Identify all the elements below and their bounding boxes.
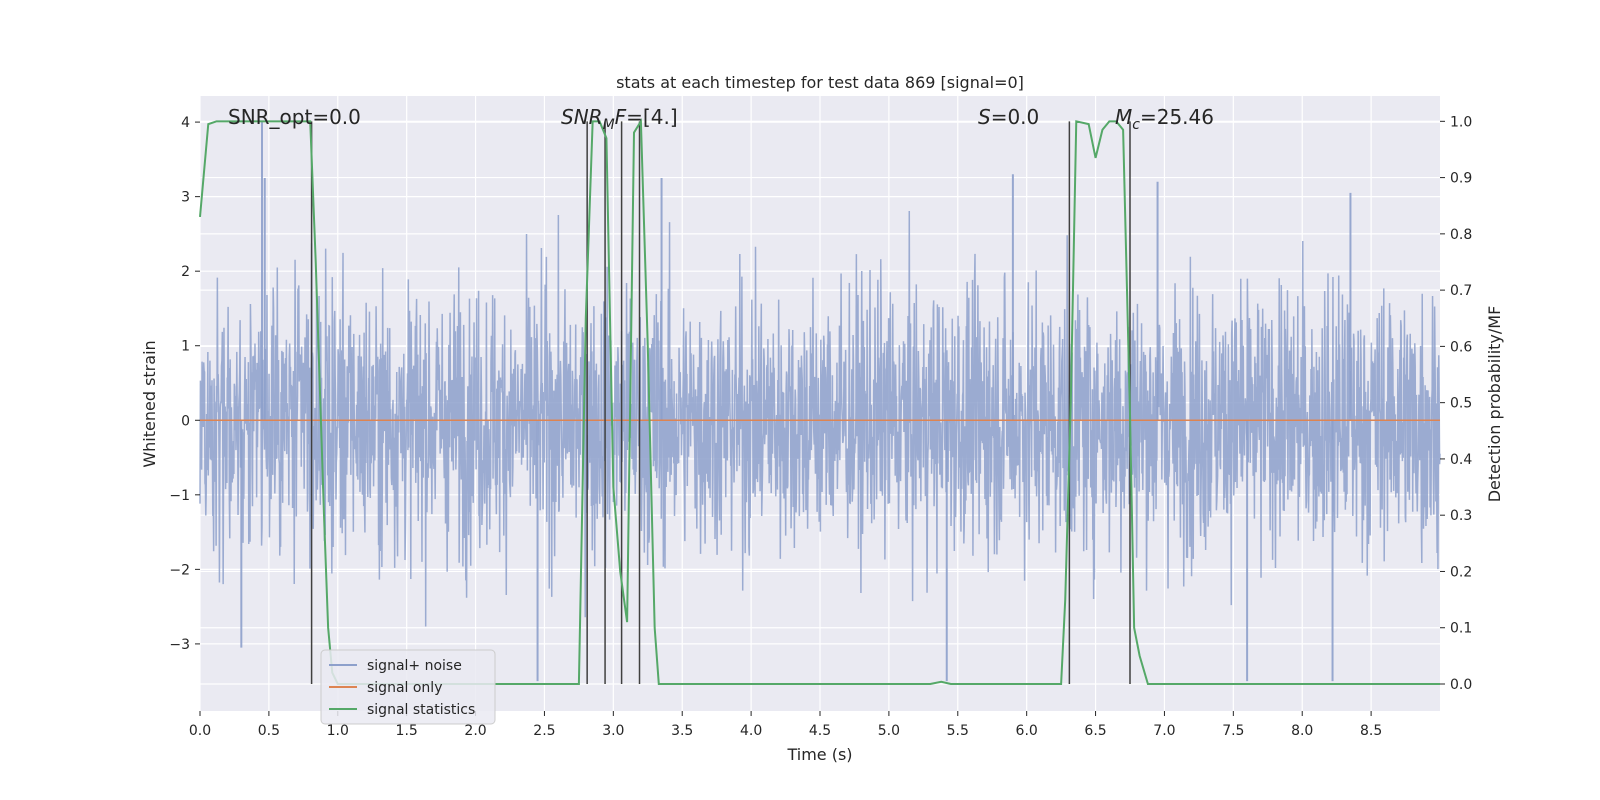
- y-axis-label-left: Whitened strain: [140, 340, 159, 467]
- x-tick-label: 8.0: [1291, 723, 1313, 739]
- y-tick-label-right: 0.1: [1450, 621, 1472, 637]
- x-axis: 0.0 0.5 1.0 1.5 2.0 2.5 3.0 3.5 4.0 4.5 5.0 5.5 6.0 6…: [189, 711, 1382, 739]
- annotation: SNR_opt=0.0: [228, 105, 361, 129]
- annotation-part: c: [1132, 117, 1140, 133]
- annotation-part: M: [1115, 105, 1132, 129]
- annotation-part: =25.46: [1140, 105, 1214, 129]
- x-tick-label: 4.5: [809, 723, 831, 739]
- y-tick-label-right: 0.2: [1450, 564, 1472, 580]
- annotation: SNRMF=[4.]: [561, 105, 678, 133]
- annotations: SNR_opt=0.0 SNRMF=[4.] S=0.0 Mc=25.46: [228, 105, 1214, 133]
- x-tick-label: 4.0: [740, 723, 762, 739]
- y-tick-label-left: −3: [169, 637, 190, 653]
- x-tick-label: 3.5: [671, 723, 693, 739]
- x-tick-label: 3.0: [602, 723, 624, 739]
- annotation-part: S: [978, 105, 991, 129]
- y-tick-label-left: 2: [181, 264, 190, 280]
- x-tick-label: 8.5: [1360, 723, 1382, 739]
- chart-title: stats at each timestep for test data 869…: [616, 73, 1024, 92]
- y-tick-label-right: 0.9: [1450, 171, 1472, 187]
- legend-label: signal+ noise: [367, 658, 462, 674]
- annotation: Mc=25.46: [1115, 105, 1214, 133]
- y-tick-label-right: 0.4: [1450, 452, 1472, 468]
- x-tick-label: 6.5: [1084, 723, 1106, 739]
- x-tick-label: 6.0: [1016, 723, 1038, 739]
- y-tick-label-right: 0.8: [1450, 227, 1472, 243]
- y-tick-label-left: 3: [181, 190, 190, 206]
- annotation-part: F: [615, 105, 627, 129]
- annotation-part: =0.0: [991, 105, 1040, 129]
- x-tick-label: 7.0: [1153, 723, 1175, 739]
- y-tick-label-right: 0.3: [1450, 508, 1472, 524]
- legend-label: signal only: [367, 680, 442, 696]
- x-tick-label: 5.5: [947, 723, 969, 739]
- y-tick-label-right: 0.0: [1450, 677, 1472, 693]
- annotation-part: SNR_opt=0.0: [228, 105, 361, 129]
- x-tick-label: 2.0: [464, 723, 486, 739]
- x-tick-label: 0.5: [258, 723, 280, 739]
- vertical-markers: [310, 121, 1131, 684]
- y-axis-label-right: Detection probability/MF: [1485, 306, 1504, 503]
- x-tick-label: 7.5: [1222, 723, 1244, 739]
- x-tick-label: 5.0: [878, 723, 900, 739]
- y-tick-label-left: −2: [169, 562, 190, 578]
- y-tick-label-right: 0.6: [1450, 339, 1472, 355]
- legend-box: [320, 649, 496, 725]
- y-tick-label-right: 0.7: [1450, 283, 1472, 299]
- x-axis-label: Time (s): [786, 745, 852, 764]
- annotation: S=0.0: [978, 105, 1039, 129]
- y-tick-label-left: 0: [181, 413, 190, 429]
- annotation-part: SNR: [561, 105, 603, 129]
- signal-noise-series: [199, 122, 1441, 682]
- y-tick-label-left: 4: [181, 115, 190, 131]
- x-tick-label: 1.0: [327, 723, 349, 739]
- annotation-part: =[4.]: [626, 105, 677, 129]
- y-tick-label-left: 1: [181, 339, 190, 355]
- y-tick-label-right: 0.5: [1450, 396, 1472, 412]
- left-y-axis: 4 3 2 1 0 −1 −2 −3: [169, 115, 200, 653]
- legend: signal+ noise signal only signal statistic…: [320, 649, 496, 725]
- y-tick-label-right: 1.0: [1450, 114, 1472, 130]
- annotation-part: M: [603, 117, 615, 133]
- x-tick-label: 2.5: [533, 723, 555, 739]
- legend-label: signal statistics: [367, 702, 475, 718]
- right-y-axis: 1.0 0.9 0.8 0.7 0.6 0.5 0.4 0.3 0.2 0.1 0.0: [1440, 114, 1472, 693]
- x-tick-label: 1.5: [396, 723, 418, 739]
- y-tick-label-left: −1: [169, 488, 190, 504]
- x-tick-label: 0.0: [189, 723, 211, 739]
- signal-noise-line: [199, 210, 1441, 627]
